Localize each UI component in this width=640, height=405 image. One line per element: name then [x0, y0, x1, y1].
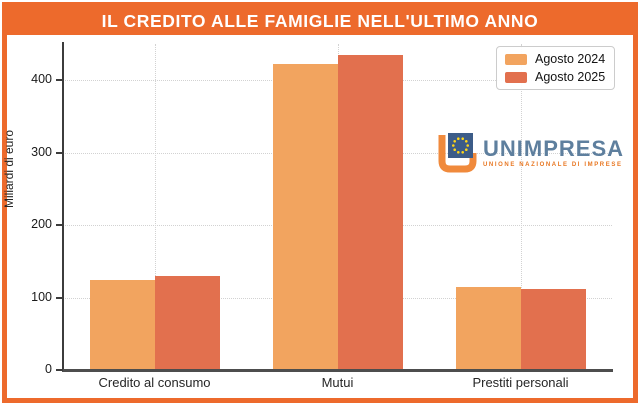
category-gridline: [520, 44, 522, 370]
y-axis-spine: [62, 42, 64, 371]
unimpresa-logo-mark: [436, 132, 480, 181]
category-gridline: [154, 44, 156, 370]
legend-entry: Agosto 2025: [505, 70, 605, 84]
bar-agosto-2024: [455, 286, 521, 370]
unimpresa-logo: UNIMPRESA UNIONE NAZIONALE DI IMPRESE: [436, 132, 624, 181]
x-category-label: Mutui: [321, 375, 354, 390]
chart-title-bar: IL CREDITO ALLE FAMIGLIE NELL'ULTIMO ANN…: [7, 7, 633, 35]
bar-agosto-2024: [89, 280, 155, 370]
y-axis-title: Miliardi di euro: [2, 129, 16, 208]
y-tick-mark: [56, 79, 63, 82]
bar-agosto-2025: [520, 288, 586, 370]
x-axis-spine: [62, 369, 613, 372]
unimpresa-logo-text: UNIMPRESA: [483, 136, 625, 161]
bar-agosto-2024: [272, 63, 338, 370]
bar-agosto-2025: [154, 275, 220, 370]
y-tick-label: 400: [31, 72, 52, 87]
legend: Agosto 2024 Agosto 2025: [496, 46, 616, 90]
y-tick-label: 100: [31, 289, 52, 304]
legend-swatch: [505, 53, 527, 65]
y-tick-mark: [56, 224, 63, 227]
x-category-label: Prestiti personali: [472, 375, 569, 390]
bar-agosto-2025: [337, 54, 403, 370]
legend-entry: Agosto 2024: [505, 52, 605, 66]
y-tick-mark: [56, 369, 63, 371]
y-tick-label: 0: [45, 362, 52, 376]
x-category-label: Credito al consumo: [98, 375, 211, 390]
legend-label: Agosto 2024: [535, 52, 606, 66]
y-tick-mark: [56, 296, 63, 299]
legend-swatch: [505, 71, 527, 83]
legend-label: Agosto 2025: [535, 70, 606, 84]
unimpresa-logo-subtitle: UNIONE NAZIONALE DI IMPRESE: [483, 162, 623, 168]
y-tick-mark: [56, 151, 63, 154]
chart-title: IL CREDITO ALLE FAMIGLIE NELL'ULTIMO ANN…: [101, 10, 539, 31]
y-tick-label: 300: [31, 144, 52, 159]
y-tick-label: 200: [31, 217, 52, 232]
